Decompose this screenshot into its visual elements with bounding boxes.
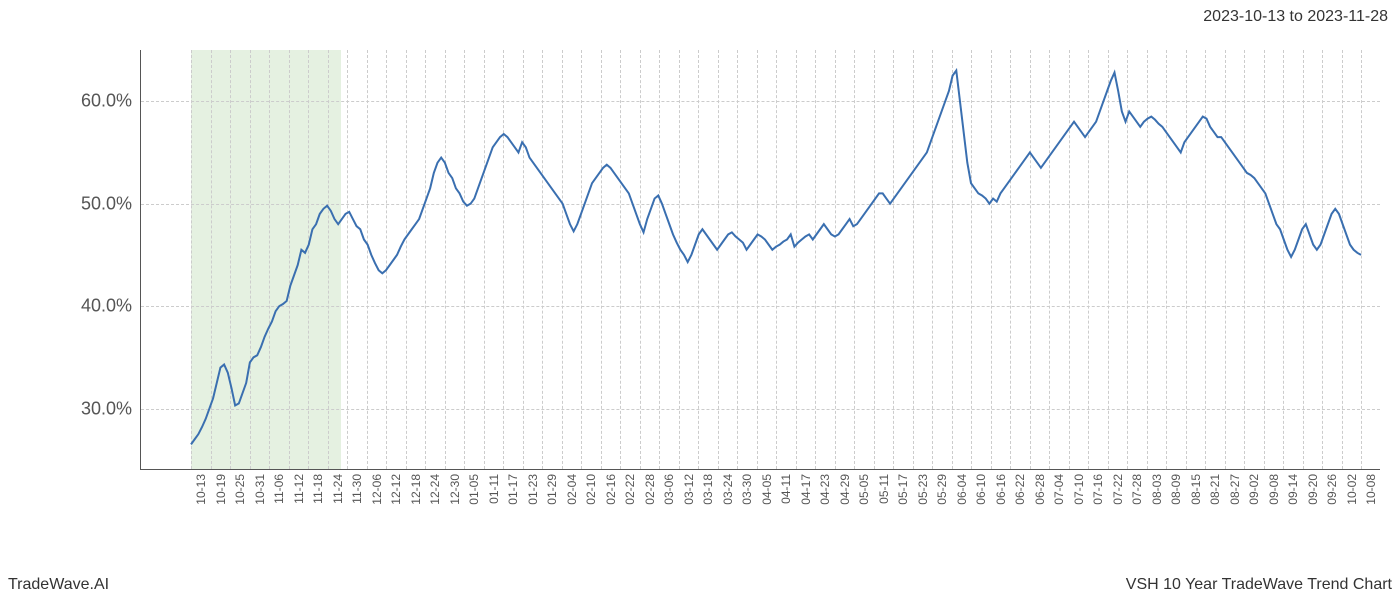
x-tick-label: 06-22 [1013,474,1027,524]
x-tick-label: 08-09 [1169,474,1183,524]
x-tick-label: 09-20 [1306,474,1320,524]
x-tick-label: 11-12 [292,474,306,524]
x-tick-label: 02-16 [604,474,618,524]
x-tick-label: 11-30 [350,474,364,524]
x-tick-label: 03-24 [721,474,735,524]
x-tick-label: 03-06 [662,474,676,524]
x-tick-label: 09-02 [1247,474,1261,524]
x-tick-label: 11-24 [331,474,345,524]
x-tick-label: 06-10 [974,474,988,524]
date-range-label: 2023-10-13 to 2023-11-28 [1203,8,1388,26]
x-tick-label: 07-22 [1111,474,1125,524]
x-tick-label: 05-17 [896,474,910,524]
x-tick-label: 08-27 [1228,474,1242,524]
line-series [141,50,1380,469]
x-tick-label: 12-30 [448,474,462,524]
x-tick-label: 01-11 [487,474,501,524]
x-tick-label: 08-15 [1189,474,1203,524]
x-tick-label: 05-11 [877,474,891,524]
x-tick-label: 10-31 [253,474,267,524]
x-tick-label: 10-25 [233,474,247,524]
x-tick-label: 01-17 [506,474,520,524]
x-tick-label: 11-06 [272,474,286,524]
x-tick-label: 04-23 [818,474,832,524]
x-tick-label: 09-14 [1286,474,1300,524]
x-tick-label: 01-23 [526,474,540,524]
footer-title: VSH 10 Year TradeWave Trend Chart [1126,576,1392,594]
x-tick-label: 01-05 [467,474,481,524]
x-tick-label: 12-18 [409,474,423,524]
x-tick-label: 03-18 [701,474,715,524]
x-tick-label: 10-02 [1345,474,1359,524]
x-tick-label: 08-03 [1150,474,1164,524]
x-tick-label: 07-04 [1052,474,1066,524]
x-tick-label: 10-19 [214,474,228,524]
x-tick-label: 05-23 [916,474,930,524]
y-tick-label: 40.0% [42,296,132,317]
x-tick-label: 06-28 [1033,474,1047,524]
chart-container: 2023-10-13 to 2023-11-28 30.0% 40.0% 50.0%… [0,0,1400,600]
x-tick-label: 04-29 [838,474,852,524]
x-tick-label: 07-16 [1091,474,1105,524]
x-tick-label: 07-10 [1072,474,1086,524]
x-tick-label: 03-30 [740,474,754,524]
x-tick-label: 12-12 [389,474,403,524]
x-tick-label: 02-04 [565,474,579,524]
x-tick-label: 02-28 [643,474,657,524]
y-tick-label: 50.0% [42,193,132,214]
x-tick-label: 04-17 [799,474,813,524]
x-tick-label: 11-18 [311,474,325,524]
x-tick-label: 05-29 [935,474,949,524]
x-tick-label: 02-22 [623,474,637,524]
x-tick-label: 02-10 [584,474,598,524]
y-tick-label: 60.0% [42,91,132,112]
x-tick-label: 05-05 [857,474,871,524]
plot-area [140,50,1380,470]
x-tick-label: 09-08 [1267,474,1281,524]
x-tick-label: 10-08 [1364,474,1378,524]
x-tick-label: 04-11 [779,474,793,524]
x-tick-label: 07-28 [1130,474,1144,524]
footer-brand: TradeWave.AI [8,576,109,594]
x-tick-label: 06-04 [955,474,969,524]
x-tick-label: 08-21 [1208,474,1222,524]
x-tick-label: 06-16 [994,474,1008,524]
x-tick-label: 09-26 [1325,474,1339,524]
x-tick-label: 12-24 [428,474,442,524]
x-tick-label: 04-05 [760,474,774,524]
y-tick-label: 30.0% [42,398,132,419]
x-tick-label: 12-06 [370,474,384,524]
x-tick-label: 01-29 [545,474,559,524]
x-tick-label: 10-13 [194,474,208,524]
x-tick-label: 03-12 [682,474,696,524]
